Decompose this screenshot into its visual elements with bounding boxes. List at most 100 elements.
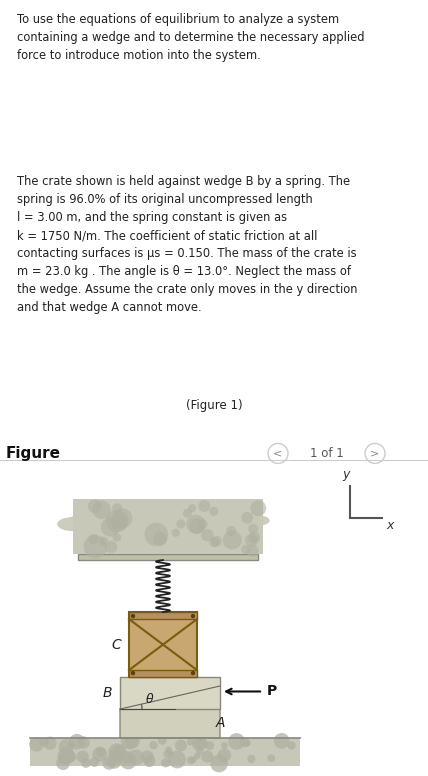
Circle shape	[66, 752, 77, 762]
Ellipse shape	[85, 501, 120, 517]
Circle shape	[245, 740, 251, 747]
Circle shape	[187, 757, 195, 764]
Circle shape	[120, 753, 137, 769]
Circle shape	[163, 750, 172, 758]
Circle shape	[108, 749, 123, 764]
Circle shape	[106, 510, 128, 532]
Circle shape	[245, 534, 258, 547]
Bar	[129, 612, 197, 677]
Text: A: A	[216, 716, 226, 730]
Circle shape	[209, 507, 218, 516]
Circle shape	[99, 536, 108, 546]
Circle shape	[58, 753, 69, 764]
Circle shape	[166, 747, 172, 753]
Text: <: <	[273, 449, 282, 459]
Circle shape	[191, 671, 195, 675]
Circle shape	[241, 545, 250, 554]
Circle shape	[268, 443, 288, 463]
Circle shape	[149, 741, 158, 750]
Circle shape	[189, 518, 205, 534]
Ellipse shape	[94, 502, 130, 518]
Text: The crate shown is held against wedge B by a spring. The
spring is 96.0% of its : The crate shown is held against wedge B …	[17, 175, 358, 314]
Ellipse shape	[183, 517, 216, 532]
Circle shape	[191, 614, 195, 618]
Circle shape	[188, 504, 196, 512]
Circle shape	[44, 736, 56, 750]
Circle shape	[183, 509, 192, 518]
Circle shape	[96, 747, 105, 757]
Circle shape	[88, 500, 102, 513]
Circle shape	[57, 747, 75, 764]
Circle shape	[241, 512, 253, 524]
Text: To use the equations of equilibrium to analyze a system
containing a wedge and t: To use the equations of equilibrium to a…	[17, 13, 365, 62]
Circle shape	[201, 750, 214, 763]
Circle shape	[197, 519, 208, 529]
Circle shape	[81, 758, 91, 768]
Circle shape	[110, 514, 128, 531]
Circle shape	[175, 740, 187, 751]
Circle shape	[39, 738, 48, 747]
Bar	[30, 738, 300, 766]
Circle shape	[190, 757, 196, 764]
Circle shape	[168, 750, 174, 757]
Circle shape	[187, 738, 194, 746]
Circle shape	[141, 750, 154, 764]
Circle shape	[77, 750, 89, 763]
Text: Figure: Figure	[6, 446, 61, 462]
Circle shape	[228, 733, 245, 750]
Ellipse shape	[227, 505, 250, 515]
Bar	[120, 677, 220, 709]
Circle shape	[128, 750, 144, 765]
Circle shape	[240, 737, 250, 747]
Text: >: >	[370, 449, 380, 459]
Ellipse shape	[181, 513, 199, 521]
Bar	[129, 670, 197, 677]
Circle shape	[77, 736, 90, 749]
Circle shape	[112, 744, 126, 759]
Circle shape	[59, 740, 74, 754]
Circle shape	[29, 737, 44, 752]
Circle shape	[172, 528, 180, 537]
Circle shape	[161, 758, 170, 767]
Circle shape	[145, 523, 168, 546]
Circle shape	[176, 519, 185, 528]
Circle shape	[186, 514, 205, 534]
Text: y: y	[342, 469, 350, 481]
Circle shape	[250, 501, 266, 516]
Ellipse shape	[76, 504, 109, 519]
Circle shape	[192, 736, 208, 751]
Text: P: P	[267, 684, 277, 698]
Ellipse shape	[247, 515, 270, 525]
Circle shape	[274, 733, 290, 749]
Ellipse shape	[162, 505, 179, 513]
Circle shape	[90, 757, 99, 767]
Polygon shape	[120, 686, 220, 738]
Circle shape	[68, 741, 75, 748]
Ellipse shape	[137, 508, 165, 521]
Ellipse shape	[198, 512, 221, 522]
Ellipse shape	[218, 504, 239, 514]
Circle shape	[365, 443, 385, 463]
Circle shape	[92, 501, 111, 519]
Circle shape	[205, 741, 214, 750]
Circle shape	[223, 531, 242, 549]
Circle shape	[131, 671, 135, 675]
Circle shape	[102, 757, 116, 770]
Circle shape	[248, 532, 260, 543]
Circle shape	[199, 500, 210, 512]
Ellipse shape	[204, 505, 234, 518]
Bar	[73, 499, 263, 554]
Circle shape	[143, 755, 155, 767]
Circle shape	[211, 535, 222, 546]
Text: x: x	[386, 519, 393, 532]
Circle shape	[101, 518, 120, 537]
Text: C: C	[111, 638, 121, 652]
Ellipse shape	[57, 517, 89, 532]
Circle shape	[158, 736, 167, 745]
Circle shape	[209, 537, 220, 547]
Circle shape	[287, 741, 296, 750]
Circle shape	[83, 535, 107, 559]
Text: 1 of 1: 1 of 1	[310, 447, 344, 460]
Circle shape	[113, 533, 121, 542]
Circle shape	[121, 732, 138, 750]
